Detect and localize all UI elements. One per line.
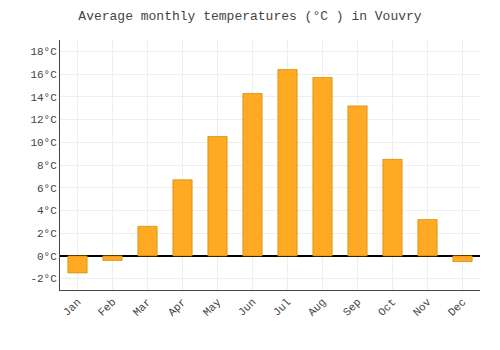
svg-text:16°C: 16°C [30,69,57,81]
svg-text:12°C: 12°C [30,114,57,126]
svg-text:6°C: 6°C [37,183,57,195]
svg-text:-2°C: -2°C [30,273,57,285]
svg-text:Dec: Dec [446,296,468,318]
svg-text:0°C: 0°C [37,251,57,263]
svg-text:Nov: Nov [411,296,434,319]
svg-text:Jun: Jun [236,296,258,318]
svg-text:Mar: Mar [131,296,153,318]
svg-text:8°C: 8°C [37,160,57,172]
svg-text:May: May [201,296,224,319]
svg-text:Aug: Aug [306,296,328,318]
svg-text:Average monthly temperatures (: Average monthly temperatures (°C ) in Vo… [78,9,421,24]
svg-text:18°C: 18°C [30,46,57,58]
svg-text:Sep: Sep [341,296,363,318]
svg-text:2°C: 2°C [37,228,57,240]
svg-text:Jan: Jan [61,296,83,318]
svg-text:Oct: Oct [376,296,398,318]
svg-text:Jul: Jul [271,296,293,318]
svg-text:10°C: 10°C [30,137,57,149]
svg-text:Apr: Apr [166,296,188,318]
svg-text:4°C: 4°C [37,205,57,217]
svg-text:Feb: Feb [96,296,118,318]
svg-text:14°C: 14°C [30,92,57,104]
